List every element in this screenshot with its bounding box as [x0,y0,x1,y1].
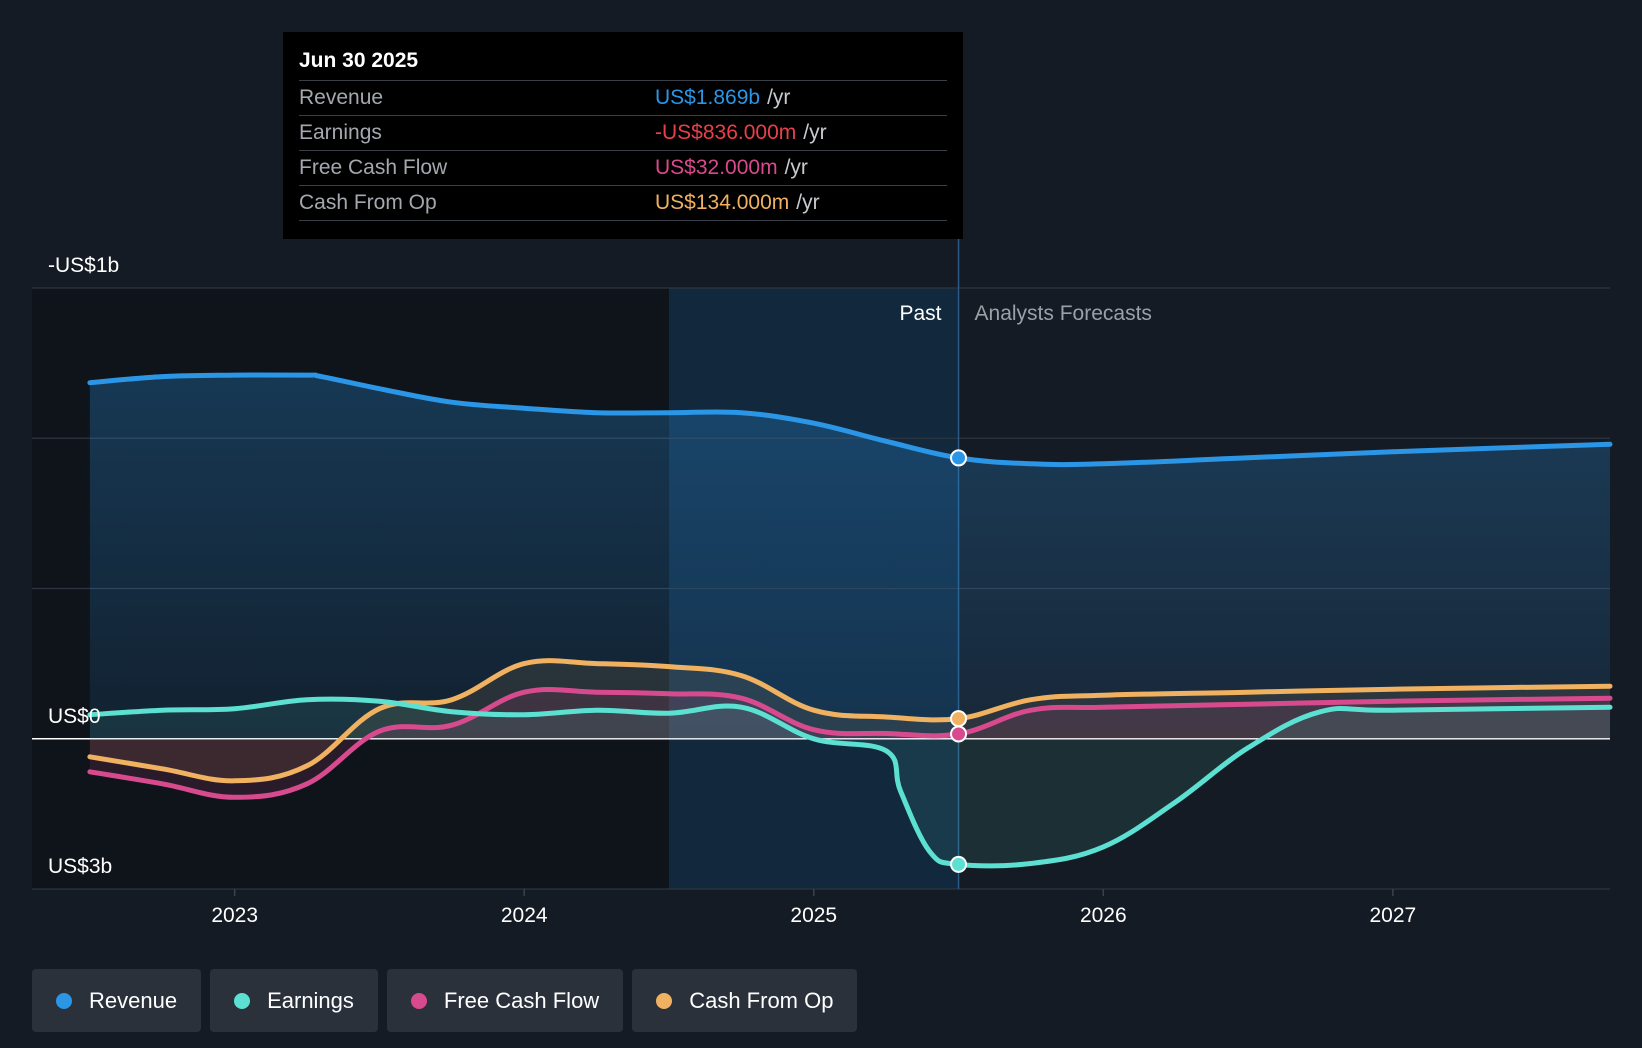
legend-dot-icon [56,992,72,1009]
legend-label: Free Cash Flow [443,987,600,1013]
tooltip-label: Earnings [299,121,382,144]
tooltip-label: Revenue [299,86,384,109]
tooltip-unit: /yr [784,156,808,179]
tooltip-row-earnings: Earnings -US$836.000m /yr [299,115,947,150]
x-tick-label: 2026 [1080,904,1127,927]
x-tick-label: 2025 [790,904,837,927]
tooltip-value: US$32.000m [655,156,778,179]
legend-dot-icon [410,992,427,1009]
tooltip-row-cash-from-op: Cash From Op US$134.000m /yr [299,185,947,221]
line-revenue [87,372,1613,468]
legend-item-free-cash-flow[interactable]: Free Cash Flow [386,969,624,1032]
legend-label: Earnings [267,987,354,1013]
legend-item-earnings[interactable]: Earnings [210,969,378,1032]
legend-label: Revenue [89,987,178,1013]
marker-cash-from-op [950,710,968,728]
tooltip-unit: /yr [796,191,820,214]
y-tick-label: US$0 [48,705,101,728]
legend: Revenue Earnings Free Cash Flow Cash Fro… [32,969,858,1032]
tooltip-row-revenue: Revenue US$1.869b /yr [299,80,947,115]
line-earnings [87,696,1613,869]
legend-item-revenue[interactable]: Revenue [32,969,202,1032]
marker-free-cash-flow [950,725,968,743]
x-tick-label: 2027 [1369,904,1416,927]
tooltip-date: Jun 30 2025 [299,49,419,72]
tooltip-label: Cash From Op [299,191,437,214]
past-label: Past [900,302,942,325]
y-tick-label: US$3b [48,855,112,878]
tooltip-value: -US$836.000m [655,121,797,144]
tooltip-value: US$134.000m [655,191,790,214]
area-earnings [89,698,1610,866]
tooltip-row-free-cash-flow: Free Cash Flow US$32.000m /yr [299,150,947,185]
marker-earnings [950,855,968,873]
tooltip-unit: /yr [803,121,827,144]
line-free-cash-flow [87,686,1613,800]
legend-dot-icon [656,992,673,1009]
y-tick-label: -US$1b [48,254,119,277]
legend-label: Cash From Op [689,987,834,1013]
area-cash-from-op [89,660,1610,781]
area-revenue [89,374,1610,739]
legend-item-cash-from-op[interactable]: Cash From Op [632,969,858,1032]
x-tick-label: 2024 [501,904,548,927]
legend-dot-icon [234,992,251,1009]
tooltip: Jun 30 2025 Revenue US$1.869b /yr Earnin… [283,32,963,239]
tooltip-value: US$1.869b [655,86,761,109]
tooltip-unit: /yr [767,86,791,109]
tooltip-label: Free Cash Flow [299,156,448,179]
marker-revenue [950,449,968,467]
x-tick-label: 2023 [211,904,258,927]
area-free-cash-flow [89,689,1610,798]
line-cash-from-op [87,658,1613,784]
forecast-label: Analysts Forecasts [975,302,1152,325]
